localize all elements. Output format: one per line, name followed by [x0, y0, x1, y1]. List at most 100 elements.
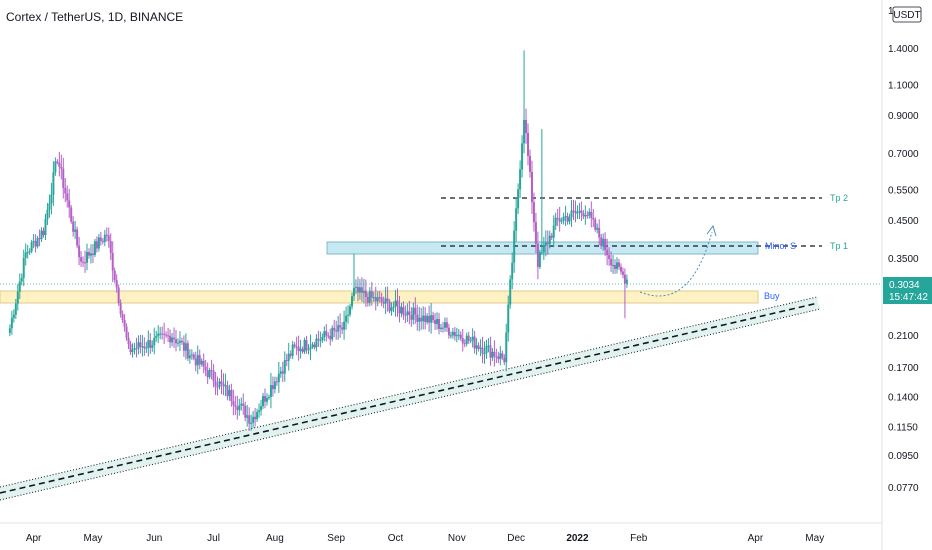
candle-down	[339, 325, 342, 328]
candle-up	[538, 252, 541, 267]
candle-down	[447, 327, 450, 336]
candle-up	[30, 242, 33, 252]
candle-down	[127, 337, 130, 345]
candle-down	[590, 211, 593, 219]
candle-down	[530, 171, 533, 203]
candle-up	[256, 411, 259, 420]
candle-down	[244, 405, 247, 418]
candle-down	[263, 396, 266, 402]
price-tick-label: 0.4500	[888, 216, 919, 227]
candle-down	[495, 356, 498, 358]
price-tick-label: 0.1400	[888, 393, 919, 404]
price-tick-label: 0.0950	[888, 451, 919, 462]
candle-up	[487, 345, 490, 347]
currency-badge[interactable]: USDT	[892, 6, 922, 23]
candle-down	[614, 265, 617, 269]
buy-zone[interactable]	[0, 290, 759, 304]
candle-down	[408, 311, 411, 316]
candle-up	[390, 307, 393, 312]
candle-down	[325, 331, 328, 336]
candle-down	[210, 370, 213, 372]
candle-up	[133, 348, 136, 350]
candle-up	[184, 343, 187, 351]
candle-up	[74, 229, 77, 232]
candle-down	[119, 303, 122, 315]
candle-down	[528, 155, 531, 172]
candle-down	[91, 253, 94, 255]
candle-down	[281, 371, 284, 374]
candle-down	[606, 250, 609, 256]
candle-up	[457, 334, 460, 336]
candle-down	[313, 344, 316, 348]
candle-down	[366, 296, 369, 303]
candle-down	[592, 218, 595, 220]
candle-up	[97, 237, 100, 249]
candle-up	[358, 287, 361, 293]
candle-down	[489, 345, 492, 358]
candle-up	[12, 314, 15, 319]
candle-down	[329, 336, 332, 340]
candle-up	[560, 220, 563, 222]
price-tick-label: 0.2100	[888, 331, 919, 342]
candle-up	[602, 238, 605, 247]
price-tick-label: 0.3500	[888, 254, 919, 265]
candle-up	[544, 242, 547, 246]
candle-down	[135, 348, 138, 350]
candle-down	[327, 335, 330, 337]
candle-up	[208, 370, 211, 378]
channel-upper-line	[0, 296, 818, 488]
candle-up	[507, 304, 510, 333]
candle-down	[404, 314, 407, 316]
candle-down	[428, 315, 431, 323]
candle-down	[64, 187, 67, 194]
candle-down	[236, 406, 239, 411]
candle-down	[360, 287, 363, 293]
candle-up	[50, 194, 53, 204]
candle-down	[594, 219, 597, 230]
candle-down	[434, 320, 437, 324]
time-tick-label: Nov	[448, 533, 466, 544]
candle-down	[600, 237, 603, 247]
price-axis[interactable]: 1.80001.40001.10000.90000.70000.55000.45…	[888, 6, 919, 494]
candle-up	[48, 203, 51, 210]
candle-up	[26, 252, 29, 254]
candle-down	[275, 381, 278, 383]
candle-down	[580, 210, 583, 214]
candle-down	[467, 335, 470, 341]
candle-down	[248, 415, 251, 424]
candle-up	[277, 373, 280, 383]
currency-badge-text: USDT	[893, 10, 920, 21]
candle-down	[623, 274, 626, 284]
candle-up	[440, 327, 442, 329]
candle-down	[582, 213, 585, 217]
candle-up	[54, 161, 57, 173]
candle-down	[550, 235, 553, 238]
minor-support-zone[interactable]	[326, 241, 759, 255]
candle-down	[619, 266, 622, 272]
candle-down	[82, 261, 85, 263]
candle-up	[137, 342, 140, 349]
candle-up	[564, 216, 567, 218]
ascending-channel[interactable]	[0, 296, 821, 501]
candle-up	[578, 210, 581, 213]
time-axis[interactable]: Apr May Jun Jul Aug Sep Oct Nov Dec 2022 Feb Apr May	[26, 533, 824, 544]
candle-down	[123, 319, 126, 327]
candle-up	[155, 335, 158, 338]
candle-up	[584, 215, 587, 217]
candle-down	[370, 291, 373, 298]
candle-up	[262, 396, 265, 407]
candle-up	[352, 287, 355, 297]
candle-up	[362, 290, 365, 293]
candle-down	[420, 317, 423, 322]
candle-down	[175, 339, 178, 344]
candle-up	[250, 422, 253, 424]
time-tick-label: Feb	[630, 533, 648, 544]
candle-down	[501, 353, 504, 358]
candle-up	[10, 318, 13, 329]
candle-down	[477, 345, 480, 349]
candle-up	[426, 315, 429, 323]
candle-down	[380, 297, 383, 303]
candle-down	[87, 252, 90, 256]
candle-up	[511, 262, 514, 280]
